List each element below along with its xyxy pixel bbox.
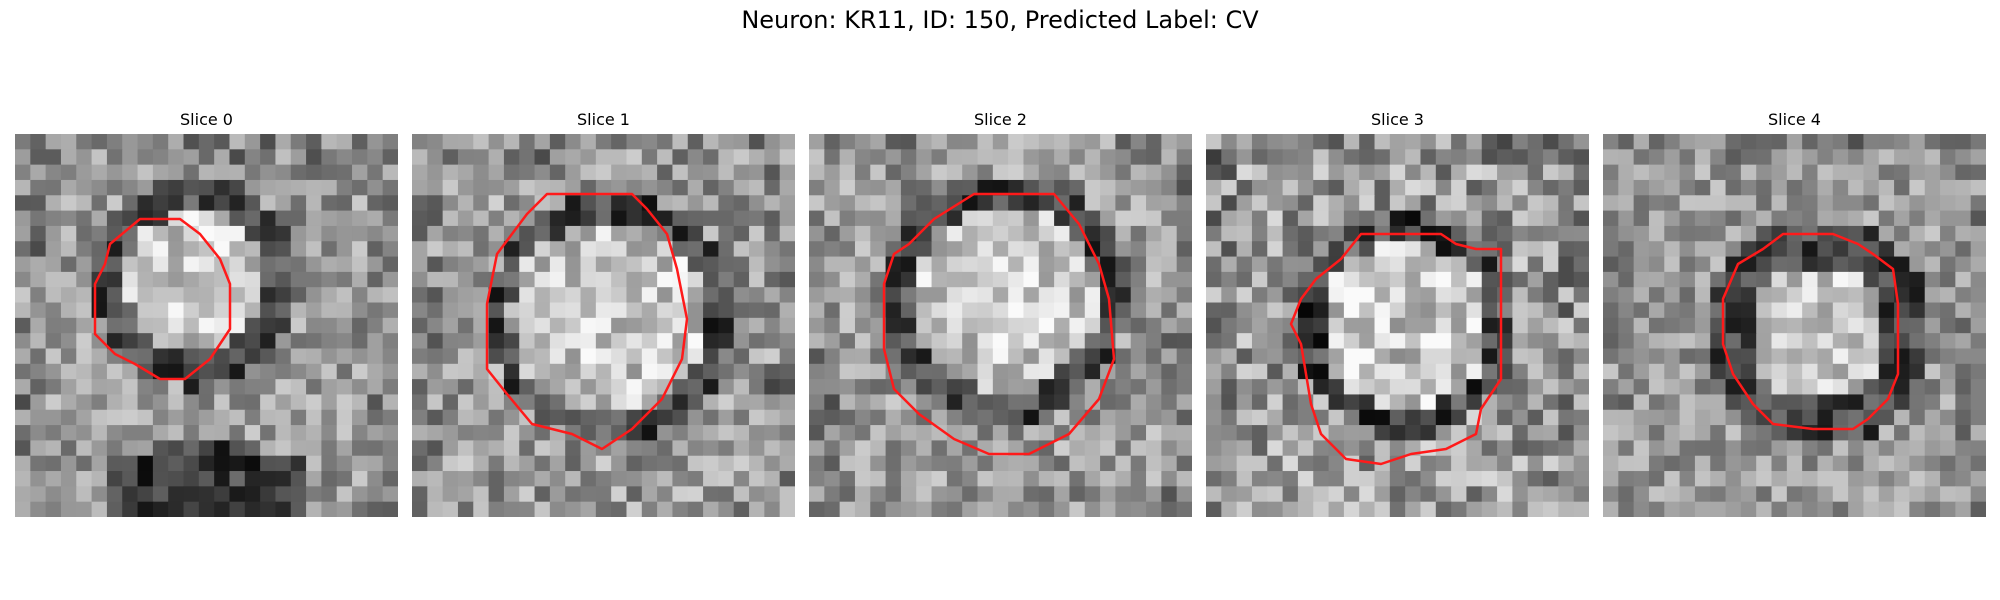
grayscale-pixels (412, 134, 795, 517)
slice-image (1603, 134, 1986, 517)
slice-title: Slice 0 (15, 110, 398, 129)
slice-image (412, 134, 795, 517)
slice-title: Slice 3 (1206, 110, 1589, 129)
slice-image (809, 134, 1192, 517)
grayscale-pixels (809, 134, 1192, 517)
grayscale-pixels (15, 134, 398, 517)
slice-title: Slice 4 (1603, 110, 1986, 129)
grayscale-pixels (1603, 134, 1986, 517)
slice-image (1206, 134, 1589, 517)
slice-image (15, 134, 398, 517)
slice-title: Slice 1 (412, 110, 795, 129)
figure-title: Neuron: KR11, ID: 150, Predicted Label: … (0, 6, 2000, 34)
slice-title: Slice 2 (809, 110, 1192, 129)
